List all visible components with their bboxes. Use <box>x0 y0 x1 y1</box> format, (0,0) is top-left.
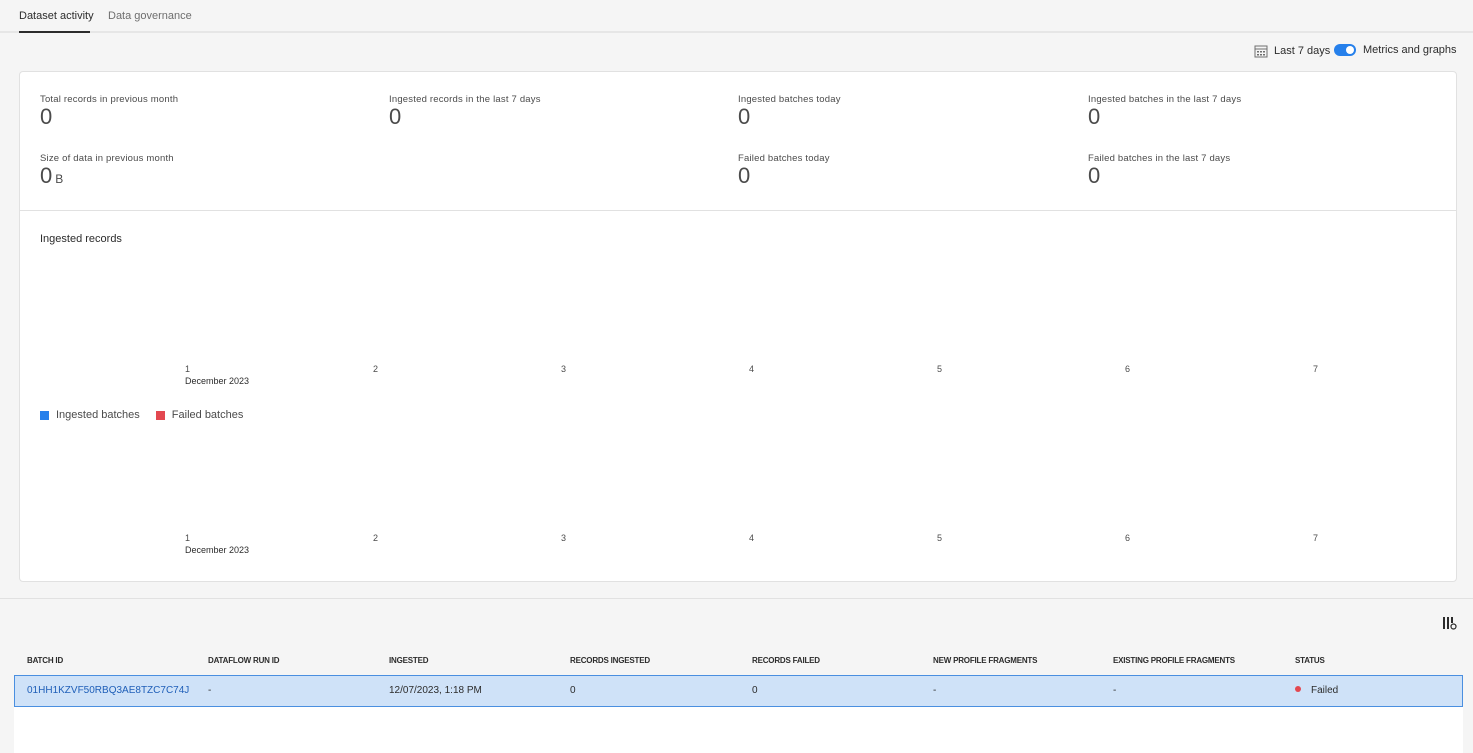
tab-bar: Dataset activity Data governance <box>0 0 1473 33</box>
column-header[interactable]: RECORDS INGESTED <box>570 656 650 665</box>
metric-value: 0 <box>40 104 53 129</box>
metric-ingested-batches-7d: Ingested batches in the last 7 days 0 <box>1088 94 1241 129</box>
column-header[interactable]: BATCH ID <box>27 656 64 665</box>
metric-label: Total records in previous month <box>40 94 179 105</box>
legend-ingested-batches[interactable]: Ingested batches <box>56 409 140 421</box>
metric-value: 0 <box>738 163 751 188</box>
x-tick-label: 5 <box>937 364 943 374</box>
x-tick-label: 4 <box>749 364 755 374</box>
x-tick-label: 1 <box>185 364 191 374</box>
metrics-toggle-label: Metrics and graphs <box>1363 44 1457 56</box>
metric-unit: B <box>55 172 64 186</box>
table-cell: - <box>208 685 212 696</box>
table-cell: 12/07/2023, 1:18 PM <box>389 685 482 696</box>
x-tick-label: 3 <box>561 533 567 543</box>
date-range-picker[interactable]: Last 7 days <box>1254 44 1330 58</box>
table-cell: 0 <box>752 685 758 696</box>
metric-label: Failed batches in the last 7 days <box>1088 153 1231 164</box>
x-tick-label: 2 <box>373 364 379 374</box>
legend-swatch-failed <box>155 410 165 420</box>
section-divider <box>0 598 1473 599</box>
column-header[interactable]: DATAFLOW RUN ID <box>208 656 280 665</box>
tab-data-governance[interactable]: Data governance <box>108 10 192 22</box>
x-tick-label: 6 <box>1125 533 1131 543</box>
x-tick-label: 2 <box>373 533 379 543</box>
table-empty-area <box>14 707 1463 753</box>
column-header[interactable]: EXISTING PROFILE FRAGMENTS <box>1113 656 1235 665</box>
toggle-switch[interactable] <box>1334 44 1356 56</box>
metric-ingested-batches-today: Ingested batches today 0 <box>738 94 841 129</box>
column-settings-icon[interactable] <box>1442 616 1457 630</box>
column-header[interactable]: NEW PROFILE FRAGMENTS <box>933 656 1038 665</box>
column-header[interactable]: INGESTED <box>389 656 429 665</box>
tab-dataset-activity[interactable]: Dataset activity <box>19 10 94 22</box>
metric-value: 0 <box>738 104 751 129</box>
chart-legend: Ingested batches Failed batches <box>40 409 243 421</box>
x-tick-label: 3 <box>561 364 567 374</box>
x-tick-label: 6 <box>1125 364 1131 374</box>
metric-label: Ingested records in the last 7 days <box>389 94 541 105</box>
ingested-records-chart-title: Ingested records <box>40 233 122 245</box>
batch-id-link[interactable]: 01HH1KZVF50RBQ3AE8TZC7C74J <box>27 685 190 696</box>
x-axis-month-label: December 2023 <box>185 545 250 555</box>
active-tab-indicator <box>19 31 90 33</box>
x-tick-label: 1 <box>185 533 191 543</box>
x-tick-label: 7 <box>1313 533 1319 543</box>
table-cell: 0 <box>570 685 576 696</box>
table-cell: - <box>933 685 937 696</box>
metric-value: 0 <box>1088 163 1101 188</box>
status-dot-icon <box>1295 686 1301 692</box>
metric-value: 0 <box>1088 104 1101 129</box>
legend-swatch-ingested <box>40 410 49 420</box>
metric-failed-batches-7d: Failed batches in the last 7 days 0 <box>1088 153 1230 188</box>
column-header[interactable]: STATUS <box>1295 656 1325 665</box>
metric-label: Size of data in previous month <box>40 153 174 164</box>
metric-ingested-records-7d: Ingested records in the last 7 days 0 <box>389 94 541 129</box>
status-badge: Failed <box>1295 685 1338 696</box>
metric-value: 0 <box>389 104 402 129</box>
metrics-card: Total records in previous month 0 Ingeste… <box>19 71 1457 582</box>
x-axis-month-label: December 2023 <box>185 376 250 386</box>
calendar-icon <box>1254 45 1268 58</box>
metric-value: 0 <box>40 163 53 188</box>
metric-label: Ingested batches in the last 7 days <box>1088 94 1242 105</box>
metric-size-of-data: Size of data in previous month 0 B <box>40 153 174 191</box>
divider <box>20 210 1456 211</box>
column-header[interactable]: RECORDS FAILED <box>752 656 820 665</box>
status-text: Failed <box>1311 685 1339 696</box>
date-range-label: Last 7 days <box>1274 45 1331 57</box>
x-tick-label: 7 <box>1313 364 1319 374</box>
metric-total-records: Total records in previous month 0 <box>40 94 178 129</box>
x-tick-label: 4 <box>749 533 755 543</box>
metric-label: Failed batches today <box>738 153 830 164</box>
table-row[interactable] <box>14 675 1463 707</box>
metrics-toggle[interactable]: Metrics and graphs <box>1334 44 1457 56</box>
x-tick-label: 5 <box>937 533 943 543</box>
metric-label: Ingested batches today <box>738 94 841 105</box>
table-cell: - <box>1113 685 1117 696</box>
legend-failed-batches[interactable]: Failed batches <box>171 409 244 421</box>
metric-failed-batches-today: Failed batches today 0 <box>738 153 830 188</box>
